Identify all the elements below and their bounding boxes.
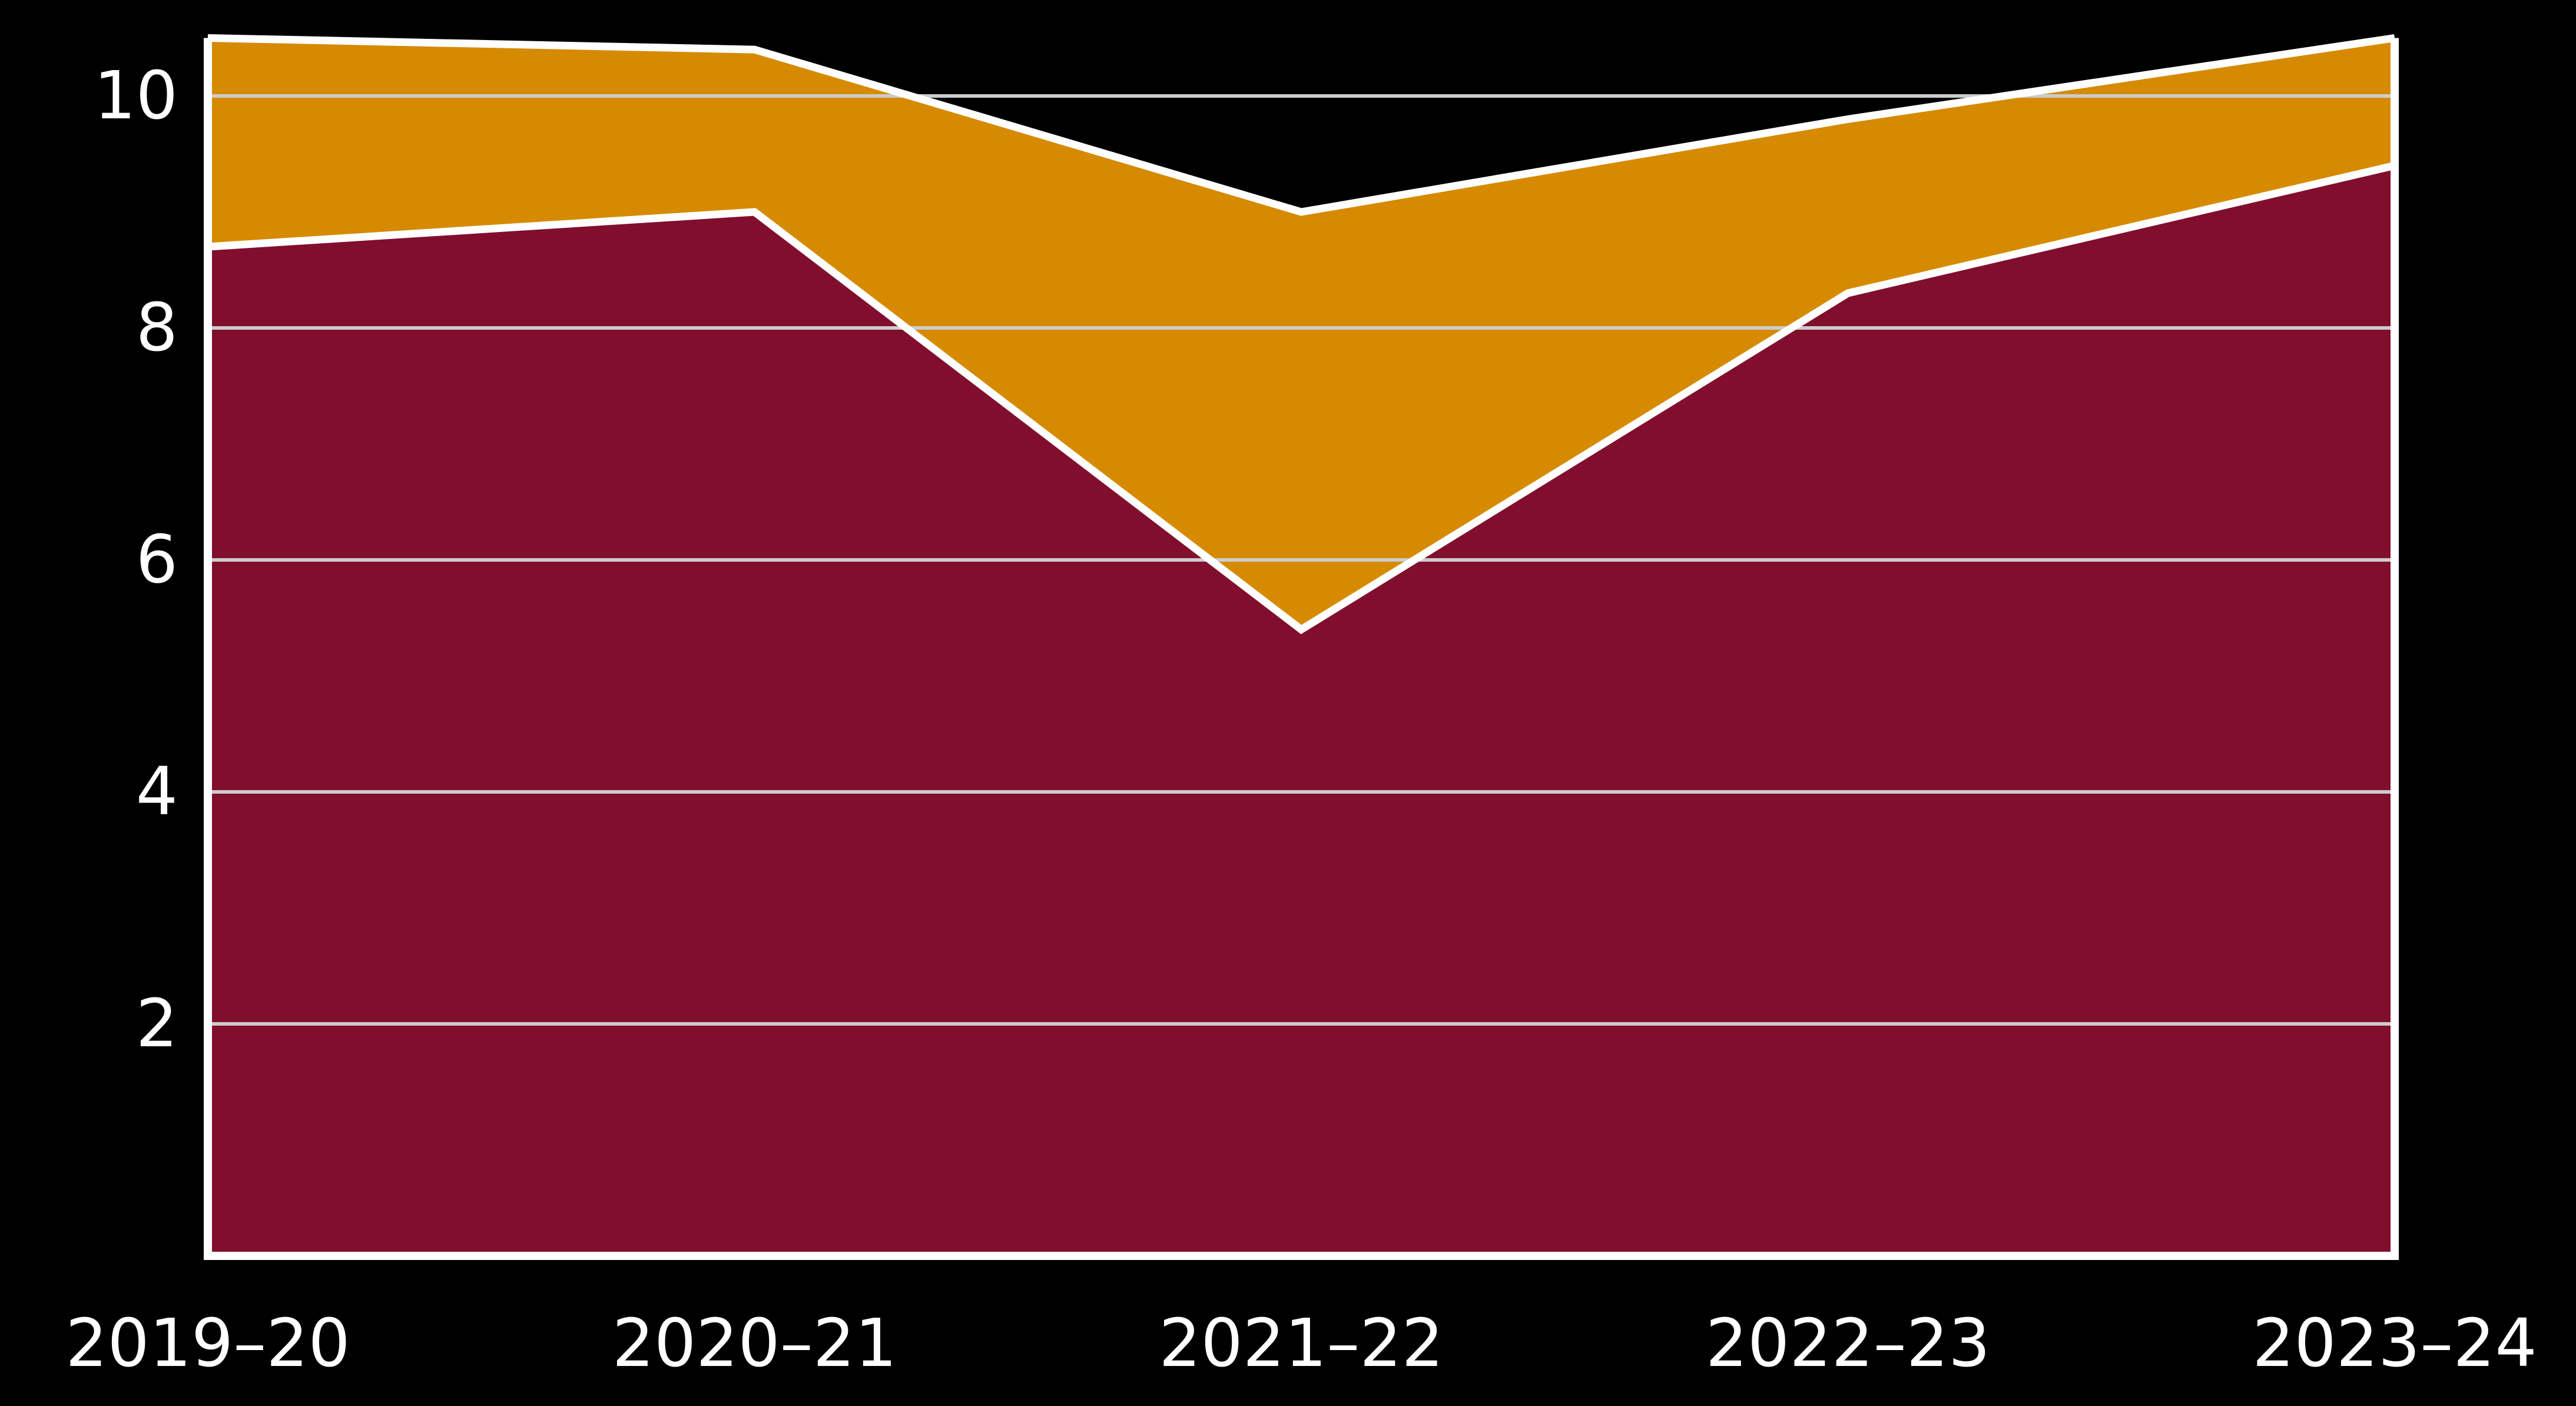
plot-areas — [208, 38, 2395, 1256]
x-tick-label: 2020–21 — [612, 1305, 897, 1382]
upper-series-area — [208, 38, 2395, 630]
y-tick-label: 8 — [136, 290, 178, 366]
x-tick-label: 2022–23 — [1706, 1305, 1991, 1382]
x-tick-label: 2019–20 — [65, 1305, 350, 1382]
plot-border — [204, 38, 2399, 1260]
y-axis: 2 4 6 8 10 — [94, 58, 178, 1062]
x-axis: 2019–20 2020–21 2021–22 2022–23 2023–24 — [65, 1305, 2537, 1382]
y-tick-label: 6 — [136, 522, 178, 598]
lower-series-line — [207, 161, 2396, 635]
lower-series-area — [208, 165, 2395, 1256]
x-tick-label: 2023–24 — [2252, 1305, 2537, 1382]
x-tick-label: 2021–22 — [1159, 1305, 1444, 1382]
y-tick-label: 2 — [136, 986, 178, 1062]
y-tick-label: 10 — [94, 58, 178, 134]
series-lines — [204, 34, 2399, 1260]
y-tick-label: 4 — [136, 754, 178, 830]
gridlines — [208, 94, 2395, 1026]
upper-series-line — [207, 34, 2395, 216]
